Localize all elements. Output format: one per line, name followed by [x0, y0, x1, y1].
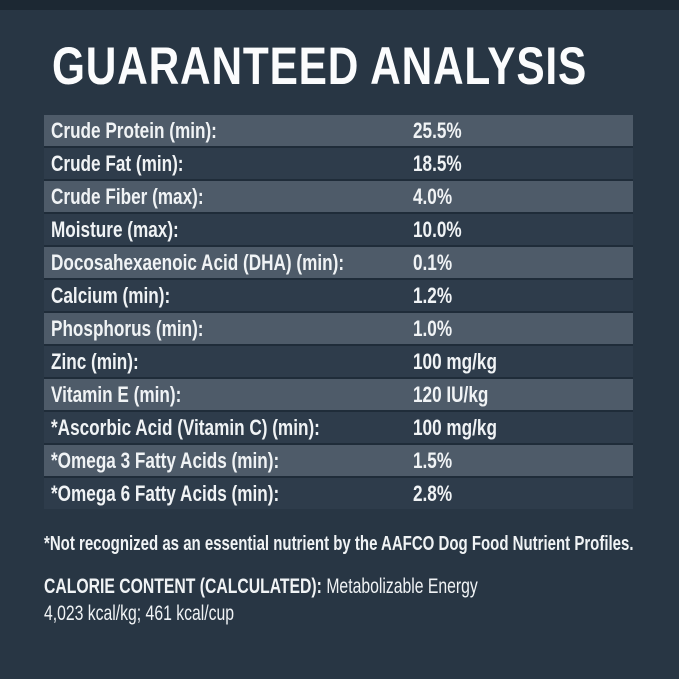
nutrient-label: Moisture (max): — [51, 216, 179, 242]
nutrient-value: 10.0% — [413, 216, 462, 242]
aafco-footnote: *Not recognized as an essential nutrient… — [44, 533, 679, 556]
nutrient-value: 1.2% — [413, 282, 453, 308]
nutrient-value: 1.5% — [413, 447, 453, 473]
nutrient-label: Docosahexaenoic Acid (DHA) (min): — [51, 249, 345, 275]
table-row: Phosphorus (min): 1.0% — [44, 313, 633, 346]
table-row: *Ascorbic Acid (Vitamin C) (min): 100 mg… — [44, 412, 633, 445]
nutrient-value: 100 mg/kg — [413, 348, 497, 374]
nutrient-value: 4.0% — [413, 183, 453, 209]
table-row: Moisture (max): 10.0% — [44, 214, 633, 247]
nutrient-value: 25.5% — [413, 117, 462, 143]
page-title: GUARANTEED ANALYSIS — [52, 38, 679, 96]
nutrient-label: Phosphorus (min): — [51, 315, 204, 341]
nutrient-label: Calcium (min): — [51, 282, 171, 308]
table-row: Crude Protein (min): 25.5% — [44, 115, 633, 148]
nutrient-label: *Omega 6 Fatty Acids (min): — [51, 480, 280, 506]
aafco-footnote-text: *Not recognized as an essential nutrient… — [44, 533, 634, 555]
calorie-content-heading: CALORIE CONTENT (CALCULATED): — [44, 575, 322, 598]
calorie-values-line: 4,023 kcal/kg; 461 kcal/cup — [44, 602, 297, 626]
nutrient-value: 100 mg/kg — [413, 414, 497, 440]
table-row: Docosahexaenoic Acid (DHA) (min): 0.1% — [44, 247, 633, 280]
nutrient-label: Vitamin E (min): — [51, 381, 182, 407]
top-edge-band — [0, 0, 679, 10]
calorie-values-text: 4,023 kcal/kg; 461 kcal/cup — [44, 602, 234, 625]
table-row: *Omega 3 Fatty Acids (min): 1.5% — [44, 445, 633, 478]
table-row: Zinc (min): 100 mg/kg — [44, 346, 633, 379]
page-title-text: GUARANTEED ANALYSIS — [52, 37, 588, 96]
nutrient-value: 0.1% — [413, 249, 453, 275]
calorie-content-subheading: Metabolizable Energy — [326, 575, 478, 598]
nutrient-value: 1.0% — [413, 315, 453, 341]
table-row: *Omega 6 Fatty Acids (min): 2.8% — [44, 478, 633, 509]
nutrient-label: Crude Protein (min): — [51, 117, 217, 143]
nutrient-value: 120 IU/kg — [413, 381, 489, 407]
nutrient-value: 2.8% — [413, 480, 453, 506]
calorie-content-line: CALORIE CONTENT (CALCULATED): Metaboliza… — [44, 575, 622, 599]
nutrient-value: 18.5% — [413, 150, 462, 176]
table-row: Calcium (min): 1.2% — [44, 280, 633, 313]
nutrient-label: Crude Fiber (max): — [51, 183, 204, 209]
table-row: Vitamin E (min): 120 IU/kg — [44, 379, 633, 412]
nutrient-label: *Ascorbic Acid (Vitamin C) (min): — [51, 414, 320, 440]
table-row: Crude Fiber (max): 4.0% — [44, 181, 633, 214]
nutrient-label: Zinc (min): — [51, 348, 139, 374]
nutrient-label: Crude Fat (min): — [51, 150, 184, 176]
analysis-table: Crude Protein (min): 25.5% Crude Fat (mi… — [44, 115, 633, 509]
nutrient-label: *Omega 3 Fatty Acids (min): — [51, 447, 280, 473]
table-row: Crude Fat (min): 18.5% — [44, 148, 633, 181]
